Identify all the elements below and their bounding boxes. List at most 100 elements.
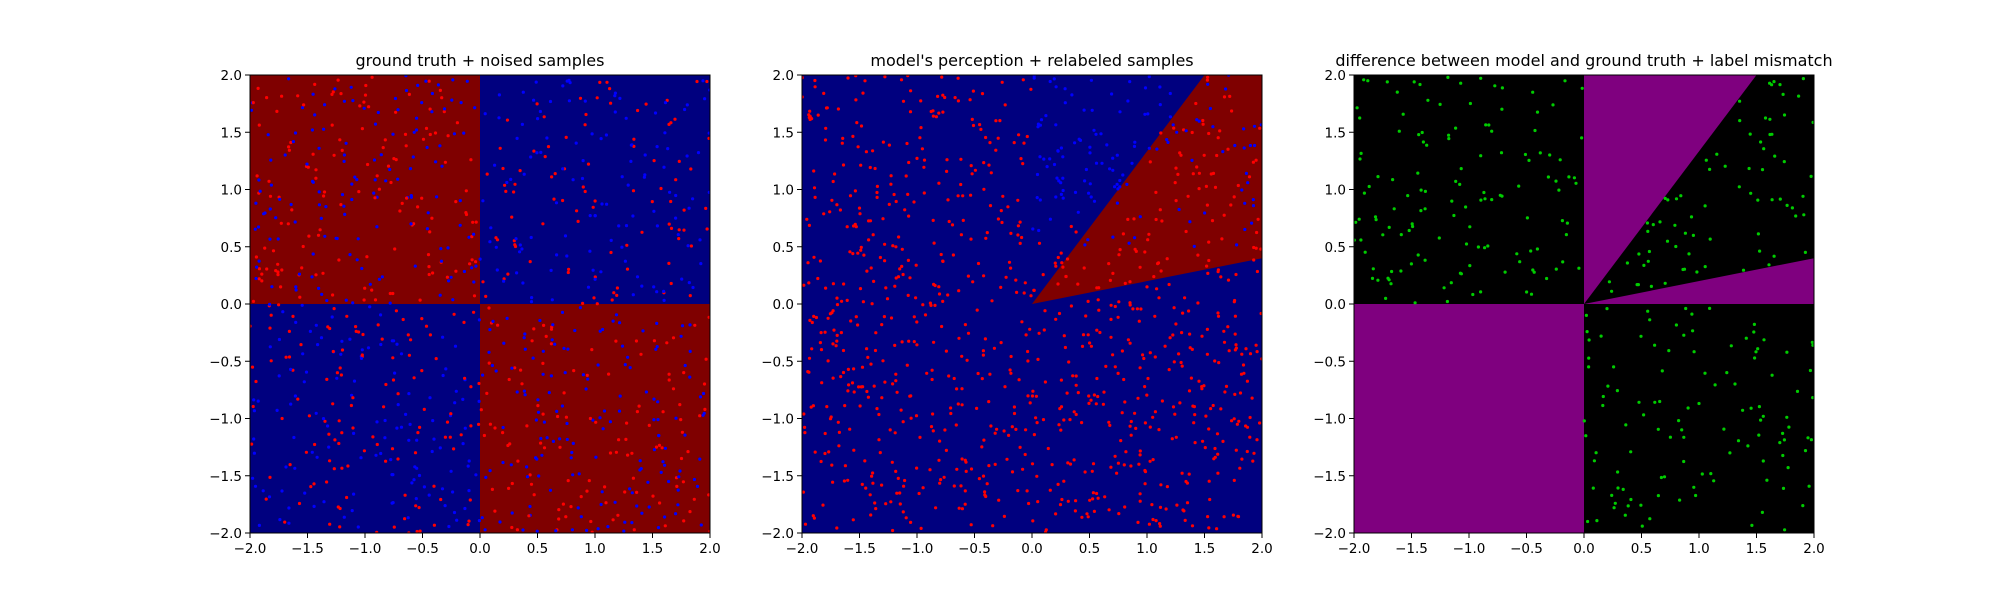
sample-point [312, 504, 316, 508]
sample-point [1703, 371, 1707, 375]
sample-point [384, 179, 388, 183]
sample-point [510, 215, 514, 219]
sample-point [372, 158, 377, 162]
sample-point [892, 192, 896, 197]
sample-point [981, 474, 986, 478]
sample-point [1048, 157, 1052, 161]
sample-point [873, 348, 878, 353]
sample-point [1018, 241, 1022, 245]
sample-point [1217, 361, 1221, 365]
x-tick-label: 2.0 [1251, 541, 1272, 557]
sample-point [1111, 156, 1115, 160]
sample-point [493, 509, 497, 513]
sample-point [383, 418, 387, 423]
sample-point [871, 233, 875, 237]
sample-point [502, 279, 506, 283]
sample-point [826, 359, 830, 363]
sample-point [617, 438, 621, 442]
sample-point [1120, 349, 1124, 353]
sample-point [1637, 400, 1641, 404]
sample-point [834, 344, 838, 348]
sample-point [944, 349, 949, 353]
sample-point [555, 409, 559, 413]
sample-point [1768, 81, 1772, 85]
sample-point [265, 267, 269, 271]
sample-point [455, 518, 459, 522]
sample-point [1761, 414, 1765, 418]
region-bottom-right [480, 304, 710, 533]
sample-point [1486, 244, 1490, 248]
samples [802, 75, 1262, 533]
sample-point [1036, 125, 1040, 129]
sample-point [1088, 145, 1092, 149]
sample-point [1193, 413, 1197, 417]
sample-point [449, 412, 453, 416]
sample-point [836, 107, 841, 111]
sample-point [351, 426, 355, 430]
sample-point [707, 493, 710, 497]
sample-point [1009, 266, 1013, 270]
sample-point [1629, 450, 1633, 454]
sample-point [831, 376, 835, 380]
sample-point [1196, 253, 1200, 257]
sample-point [268, 345, 272, 349]
sample-point [685, 103, 689, 107]
y-tick-label: −0.5 [209, 354, 242, 370]
sample-point [401, 317, 405, 322]
sample-point [1567, 175, 1571, 179]
sample-point [1010, 470, 1015, 474]
sample-point [1154, 217, 1158, 222]
sample-point [1610, 493, 1614, 497]
sample-point [612, 291, 616, 295]
sample-point [1682, 333, 1686, 337]
sample-point [1359, 151, 1363, 155]
sample-point [1016, 489, 1020, 493]
sample-point [384, 459, 388, 463]
sample-point [1384, 296, 1388, 300]
sample-point [1146, 376, 1150, 381]
sample-point [1183, 518, 1187, 523]
sample-point [1694, 493, 1698, 498]
sample-point [1059, 378, 1063, 382]
sample-point [317, 146, 321, 150]
sample-point [432, 437, 436, 441]
sample-point [1124, 450, 1128, 454]
sample-point [882, 315, 887, 319]
sample-point [1142, 356, 1146, 361]
sample-point [1200, 334, 1204, 338]
sample-point [1192, 405, 1196, 409]
sample-point [1039, 118, 1044, 122]
sample-point [704, 357, 708, 361]
sample-point [1221, 439, 1225, 443]
sample-point [676, 503, 680, 507]
sample-point [1662, 475, 1667, 479]
sample-point [1201, 118, 1205, 123]
sample-point [982, 274, 986, 278]
sample-point [1024, 428, 1028, 432]
sample-point [297, 501, 302, 506]
sample-point [1101, 402, 1105, 406]
sample-point [473, 106, 477, 110]
sample-point [976, 371, 980, 376]
sample-point [350, 197, 354, 202]
sample-point [841, 136, 845, 140]
sample-point [1738, 99, 1742, 103]
sample-point [625, 421, 629, 425]
sample-point [941, 93, 945, 97]
sample-point [586, 377, 590, 381]
sample-point [1601, 403, 1605, 408]
x-tick-label: 1.0 [1688, 541, 1709, 557]
sample-point [928, 468, 932, 472]
sample-point [1035, 172, 1040, 177]
sample-point [1109, 317, 1113, 321]
sample-point [439, 247, 443, 251]
sample-point [1667, 349, 1671, 353]
sample-point [1499, 151, 1504, 155]
sample-point [293, 466, 297, 470]
sample-point [1108, 423, 1112, 427]
sample-point [469, 424, 473, 428]
sample-point [1358, 116, 1362, 120]
sample-point [1026, 359, 1030, 363]
sample-point [833, 172, 837, 176]
sample-point [579, 515, 583, 519]
